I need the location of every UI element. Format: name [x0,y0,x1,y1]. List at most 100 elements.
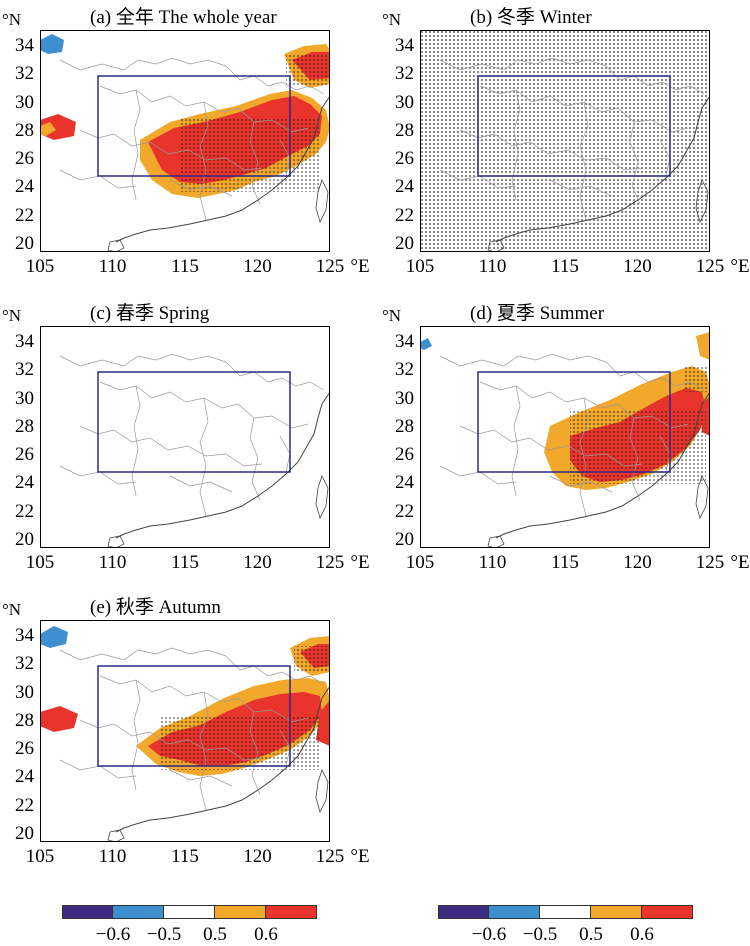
lon-tick-label: 110 [98,256,127,277]
correlation-region [696,332,710,360]
lon-tick-label: 105 [25,846,55,867]
correlation-region [40,706,78,732]
map-frame [40,326,330,548]
panel-title: (c) 春季 Spring [90,303,210,324]
lat-tick-label: 34 [15,35,34,56]
lon-tick-label: 105 [405,256,435,277]
lon-tick-label: 110 [478,256,507,277]
panel-c: (c) 春季 Spring °N 20 22 24 26 28 30 32 34 105 110 115… [0,296,380,588]
lon-tick-label: 110 [98,552,127,573]
colorbar-segment [591,905,642,919]
lon-tick-label: 125 [315,552,345,573]
lon-tick-label: 120 [623,552,652,573]
lat-tick-label: 28 [15,119,34,141]
lat-tick-label: 20 [15,823,34,844]
panel-a: (a) 全年 The whole year °N 20 22 24 26 28 30 32 34 1… [0,0,370,292]
lat-tick-label: 20 [15,233,34,254]
lon-tick-label: 125 [695,256,725,277]
lat-unit-label: °N [2,600,22,619]
significance-stipple [286,54,330,86]
lat-tick-label: 28 [15,415,34,437]
correlation-region [420,338,432,350]
colorbar-frame [438,905,693,919]
lon-unit-label: °E [730,256,750,277]
significance-stipple [294,646,330,672]
colorbar-label: 0.5 [579,924,603,945]
lon-unit-label: °E [730,552,750,573]
lat-tick-label: 22 [15,204,34,226]
lat-tick-label: 20 [15,529,34,550]
panel-title: (b) 冬季 Winter [470,7,592,28]
study-region-box [97,371,291,473]
map-frame [420,30,710,252]
lat-tick-label: 32 [15,63,34,85]
colorbar-left: −0.6 −0.5 0.5 0.6 [62,905,317,945]
lon-tick-label: 125 [315,846,345,867]
lat-tick-label: 34 [395,331,414,352]
lat-tick-label: 28 [395,415,414,437]
lon-tick-label: 110 [478,552,507,573]
colorbar-frame [62,905,317,919]
lat-tick-label: 20 [395,233,414,254]
lon-unit-label: °E [350,552,370,573]
lat-unit-label: °N [2,10,22,29]
lon-tick-label: 120 [623,256,652,277]
colorbar-label: −0.5 [146,924,182,945]
lat-tick-label: 24 [15,472,34,494]
lon-unit-label: °E [350,256,370,277]
significance-stipple [570,410,706,484]
study-region-box [477,371,671,473]
study-region-box [477,75,671,177]
colorbar-label: 0.5 [203,924,227,945]
correlation-region [40,34,64,54]
lat-tick-label: 32 [15,653,34,675]
lat-tick-label: 22 [395,500,414,522]
map-frame [40,620,330,842]
significance-stipple [420,30,710,252]
lon-tick-label: 120 [243,552,272,573]
lon-tick-label: 105 [25,552,55,573]
panel-title: (d) 夏季 Summer [470,303,605,324]
lat-tick-label: 30 [15,387,34,409]
lon-tick-label: 115 [551,256,579,277]
lon-tick-label: 125 [695,552,725,573]
colorbar-label: −0.5 [522,924,558,945]
colorbar-label: 0.6 [630,924,654,945]
lon-tick-label: 120 [243,256,272,277]
colorbar-segment [113,905,164,919]
lon-tick-label: 115 [171,552,199,573]
lat-tick-label: 24 [395,472,414,494]
panel-b: (b) 冬季 Winter °N 20 22 24 26 28 30 32 34 105 110 115… [380,0,750,292]
significance-stipple [684,366,710,392]
panel-title: (e) 秋季 Autumn [90,597,221,618]
lat-tick-label: 24 [15,766,34,788]
lat-tick-label: 26 [395,444,414,466]
lat-tick-label: 24 [395,176,414,198]
lat-unit-label: °N [2,306,22,325]
colorbar-segment [164,905,215,919]
lat-tick-label: 22 [395,204,414,226]
lat-tick-label: 26 [15,738,34,760]
lon-tick-label: 125 [315,256,345,277]
lat-tick-label: 30 [395,91,414,113]
lon-tick-label: 115 [551,552,579,573]
colorbar-segment [540,905,591,919]
lat-tick-label: 26 [15,444,34,466]
lat-tick-label: 22 [15,794,34,816]
lat-tick-label: 32 [15,359,34,381]
lat-tick-label: 26 [15,148,34,170]
lat-tick-label: 34 [15,625,34,646]
significance-stipple [180,118,320,192]
colorbar-label: 0.6 [254,924,278,945]
lon-tick-label: 115 [171,846,199,867]
lat-tick-label: 34 [15,331,34,352]
lat-tick-label: 34 [395,35,414,56]
lat-tick-label: 22 [15,500,34,522]
lon-tick-label: 105 [405,552,435,573]
map-frame [40,30,330,252]
lon-tick-label: 115 [171,256,199,277]
lat-tick-label: 30 [15,681,34,703]
lat-tick-label: 30 [15,91,34,113]
lon-tick-label: 110 [98,846,127,867]
lat-tick-label: 30 [395,387,414,409]
